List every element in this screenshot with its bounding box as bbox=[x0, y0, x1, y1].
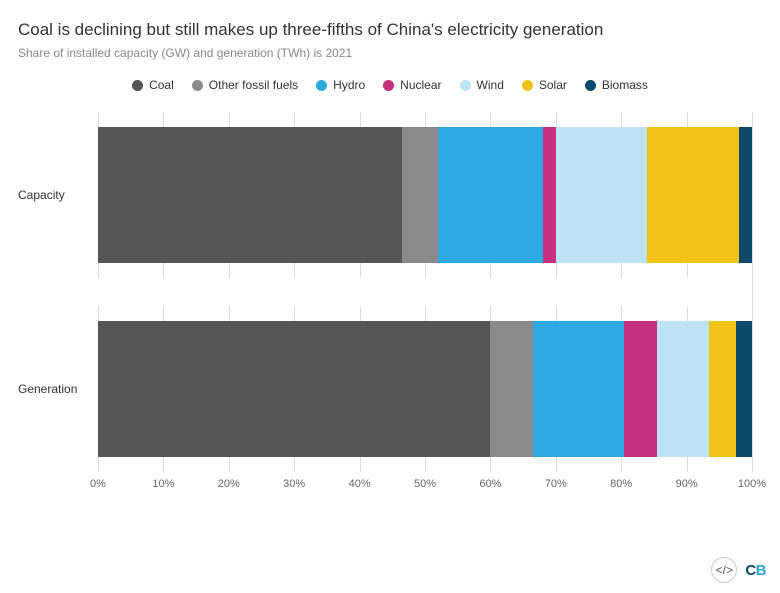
legend-swatch bbox=[460, 80, 471, 91]
legend-label: Solar bbox=[539, 78, 567, 92]
legend: Coal Other fossil fuels Hydro Nuclear Wind So… bbox=[18, 78, 762, 92]
legend-label: Other fossil fuels bbox=[209, 78, 298, 92]
legend-swatch bbox=[192, 80, 203, 91]
x-tick-label: 40% bbox=[349, 478, 371, 490]
chart-subtitle: Share of installed capacity (GW) and gen… bbox=[18, 46, 762, 60]
x-axis: 0%10%20%30%40%50%60%70%80%90%100% bbox=[98, 478, 752, 502]
legend-item[interactable]: Nuclear bbox=[383, 78, 441, 92]
legend-swatch bbox=[316, 80, 327, 91]
bar-segment[interactable] bbox=[624, 321, 657, 457]
legend-label: Wind bbox=[477, 78, 504, 92]
legend-swatch bbox=[522, 80, 533, 91]
bar-segment[interactable] bbox=[556, 127, 648, 263]
legend-item[interactable]: Coal bbox=[132, 78, 174, 92]
x-tick-label: 60% bbox=[479, 478, 501, 490]
x-tick-label: 90% bbox=[676, 478, 698, 490]
legend-item[interactable]: Hydro bbox=[316, 78, 365, 92]
legend-item[interactable]: Biomass bbox=[585, 78, 648, 92]
legend-label: Biomass bbox=[602, 78, 648, 92]
x-tick-label: 20% bbox=[218, 478, 240, 490]
bar-segment[interactable] bbox=[709, 321, 735, 457]
stacked-bar bbox=[98, 321, 752, 457]
bar-row: Capacity bbox=[98, 112, 752, 278]
legend-swatch bbox=[585, 80, 596, 91]
bar-segment[interactable] bbox=[533, 321, 625, 457]
chart-title: Coal is declining but still makes up thr… bbox=[18, 20, 762, 40]
bar-segment[interactable] bbox=[438, 127, 543, 263]
x-tick-label: 10% bbox=[152, 478, 174, 490]
bar-segment[interactable] bbox=[98, 321, 490, 457]
stacked-bar bbox=[98, 127, 752, 263]
logo: CB bbox=[745, 562, 766, 579]
chart-container: Coal is declining but still makes up thr… bbox=[0, 0, 780, 502]
x-tick-label: 80% bbox=[610, 478, 632, 490]
x-tick-label: 100% bbox=[738, 478, 766, 490]
bar-gap bbox=[98, 278, 752, 306]
bar-segment[interactable] bbox=[98, 127, 402, 263]
legend-label: Nuclear bbox=[400, 78, 441, 92]
legend-label: Hydro bbox=[333, 78, 365, 92]
bars-group: Capacity Generation bbox=[98, 112, 752, 472]
x-tick-label: 0% bbox=[90, 478, 106, 490]
bar-row: Generation bbox=[98, 306, 752, 472]
legend-item[interactable]: Solar bbox=[522, 78, 567, 92]
legend-swatch bbox=[132, 80, 143, 91]
category-label: Generation bbox=[18, 382, 88, 396]
gridline bbox=[752, 112, 753, 472]
legend-item[interactable]: Wind bbox=[460, 78, 504, 92]
bar-segment[interactable] bbox=[739, 127, 752, 263]
x-tick-label: 30% bbox=[283, 478, 305, 490]
x-tick-label: 70% bbox=[545, 478, 567, 490]
bar-segment[interactable] bbox=[490, 321, 533, 457]
legend-label: Coal bbox=[149, 78, 174, 92]
bar-segment[interactable] bbox=[402, 127, 438, 263]
legend-item[interactable]: Other fossil fuels bbox=[192, 78, 298, 92]
footer: </> CB bbox=[711, 557, 766, 583]
bar-segment[interactable] bbox=[543, 127, 556, 263]
category-label: Capacity bbox=[18, 188, 88, 202]
x-tick-label: 50% bbox=[414, 478, 436, 490]
embed-button[interactable]: </> bbox=[711, 557, 737, 583]
bar-segment[interactable] bbox=[736, 321, 752, 457]
bar-segment[interactable] bbox=[657, 321, 709, 457]
legend-swatch bbox=[383, 80, 394, 91]
plot-area: Capacity Generation bbox=[98, 112, 752, 472]
code-icon: </> bbox=[716, 563, 733, 577]
bar-segment[interactable] bbox=[647, 127, 739, 263]
